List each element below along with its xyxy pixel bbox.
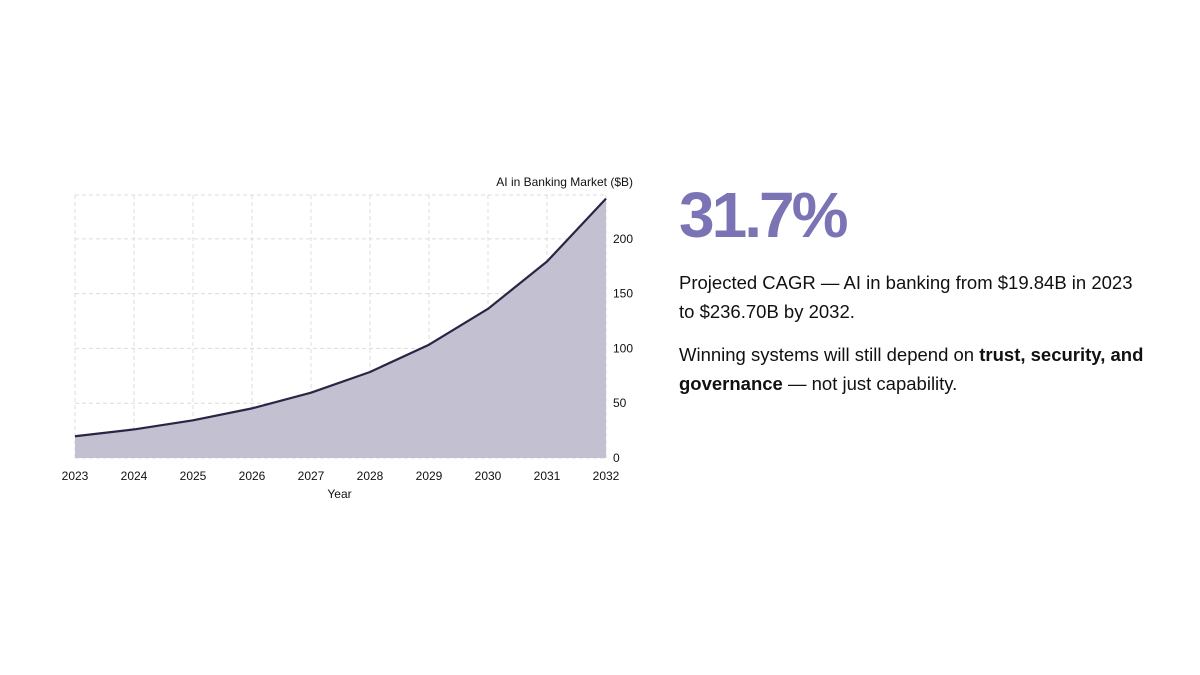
data-points (74, 198, 607, 437)
x-tick-labels: 2023 2024 2025 2026 2027 2028 2029 2030 2031 2032 (62, 469, 620, 483)
x-tick-label: 2031 (534, 469, 561, 483)
x-tick-label: 2028 (357, 469, 384, 483)
cagr-description: Projected CAGR — AI in banking from $19.… (679, 272, 1133, 322)
x-tick-label: 2027 (298, 469, 325, 483)
x-tick-label: 2024 (121, 469, 148, 483)
x-tick-label: 2030 (475, 469, 502, 483)
y-tick-label: 150 (613, 287, 633, 301)
y-axis-label: AI in Banking Market ($B) (496, 175, 633, 189)
y-tick-label: 0 (613, 451, 620, 465)
governance-note: Winning systems will still depend on tru… (679, 340, 1149, 398)
y-tick-label: 50 (613, 396, 627, 410)
x-tick-label: 2032 (593, 469, 620, 483)
governance-note-emphasis: trust, security, and governance (679, 344, 1144, 394)
x-tick-label: 2026 (239, 469, 266, 483)
x-axis-label: Year (327, 487, 351, 501)
stat-panel: 31.7% Projected CAGR — AI in banking fro… (679, 180, 1149, 412)
y-tick-label: 200 (613, 232, 633, 246)
governance-note-tail: — not just capability. (782, 373, 958, 394)
y-tick-labels: 0 50 100 150 200 (613, 232, 633, 465)
y-tick-label: 100 (613, 341, 633, 355)
governance-note-lead: Winning systems will still depend on (679, 344, 980, 365)
market-chart: 2023 2024 2025 2026 2027 2028 2029 2030 2031 2032… (62, 175, 634, 501)
x-tick-label: 2025 (180, 469, 207, 483)
market-area (75, 198, 606, 458)
x-tick-label: 2023 (62, 469, 89, 483)
market-line (74, 197, 607, 438)
cagr-value: 31.7% (679, 179, 848, 251)
x-tick-label: 2029 (416, 469, 443, 483)
